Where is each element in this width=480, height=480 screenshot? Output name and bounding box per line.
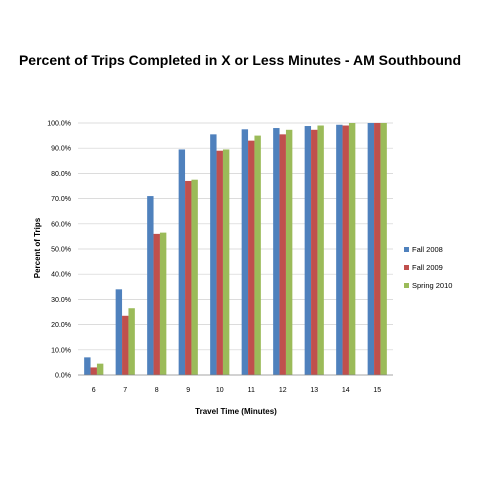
legend-swatch [404, 247, 409, 252]
chart-title: Percent of Trips Completed in X or Less … [19, 52, 461, 68]
y-tick-label: 90.0% [51, 146, 71, 153]
bar [122, 315, 129, 375]
bar [185, 180, 192, 375]
bar [191, 179, 198, 375]
y-tick-label: 80.0% [51, 171, 71, 178]
bars [84, 123, 387, 376]
y-tick-label: 0.0% [55, 373, 71, 380]
bar [367, 123, 375, 375]
bar [348, 123, 356, 375]
legend: Fall 2008 Fall 2009 Spring 2010 [404, 245, 452, 290]
bar [147, 196, 154, 375]
bar [273, 128, 280, 375]
y-tick-label: 70.0% [51, 196, 71, 203]
x-tick-label: 13 [310, 387, 318, 394]
bar [216, 150, 223, 375]
y-tick-label: 100.0% [47, 121, 71, 128]
x-tick-label: 10 [216, 387, 224, 394]
y-tick-label: 60.0% [51, 221, 71, 228]
bar [285, 129, 293, 375]
bar [374, 123, 381, 375]
legend-label: Fall 2008 [412, 245, 443, 254]
x-tick-label: 6 [92, 387, 96, 394]
x-tick-label: 14 [342, 387, 350, 394]
y-tick-label: 40.0% [51, 272, 71, 279]
bar [279, 134, 286, 375]
bar [153, 233, 160, 375]
legend-swatch [404, 265, 409, 270]
legend-label: Spring 2010 [412, 281, 452, 290]
bar [115, 289, 123, 375]
y-axis-title: Percent of Trips [33, 217, 42, 278]
y-tick-label: 50.0% [51, 247, 71, 254]
y-tick-label: 30.0% [51, 297, 71, 304]
bar [336, 124, 343, 375]
legend-label: Fall 2009 [412, 263, 443, 272]
bar [84, 357, 91, 375]
x-tick-label: 9 [186, 387, 190, 394]
x-tick-label: 15 [373, 387, 381, 394]
y-tick-label: 10.0% [51, 347, 71, 354]
bar [380, 123, 387, 375]
bar [159, 232, 167, 375]
x-tick-label: 11 [248, 387, 255, 394]
bar [304, 126, 312, 375]
bar [317, 125, 324, 376]
y-axis-ticks: 0.0% 10.0% 20.0% 30.0% 40.0% 50.0% 60.0% 70.0% 8… [47, 121, 71, 380]
x-tick-label: 12 [279, 387, 287, 394]
x-tick-label: 8 [155, 387, 159, 394]
bar [342, 125, 349, 376]
bar [222, 149, 230, 375]
bar [248, 140, 255, 375]
x-axis-title: Travel Time (Minutes) [195, 407, 277, 416]
bar [254, 135, 261, 375]
bar [90, 367, 97, 375]
bar [178, 149, 186, 375]
bar [96, 363, 104, 375]
bar [128, 308, 135, 375]
y-tick-label: 20.0% [51, 322, 71, 329]
bar [210, 134, 217, 375]
legend-swatch [404, 283, 409, 288]
x-axis-ticks: 6 7 8 9 10 11 12 13 14 15 [92, 387, 381, 394]
x-tick-label: 7 [123, 387, 127, 394]
bar [241, 129, 249, 375]
bar [311, 129, 318, 375]
